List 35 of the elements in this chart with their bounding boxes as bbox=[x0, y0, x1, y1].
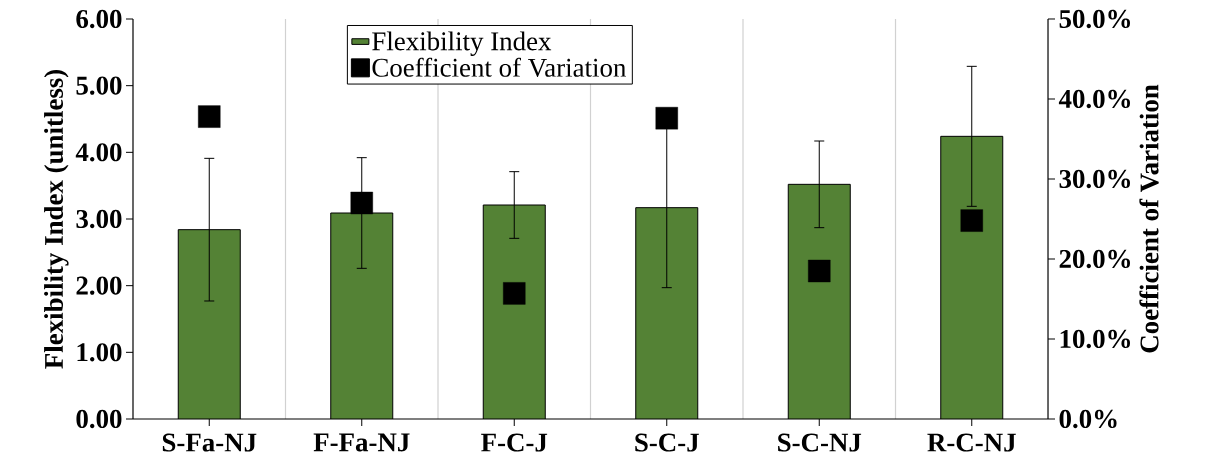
x-tick-label: R-C-NJ bbox=[927, 433, 1016, 452]
y-axis-title: Flexibility Index (unitless) bbox=[44, 69, 69, 369]
y-tick-label: 6.00 bbox=[76, 9, 122, 29]
y-tick-label: 1.00 bbox=[77, 343, 122, 362]
point bbox=[198, 105, 221, 128]
y2-tick-label: 50.0% bbox=[1059, 9, 1130, 29]
x-tick-label: S-Fa-NJ bbox=[162, 433, 257, 452]
point bbox=[808, 259, 831, 283]
y2-tick-label: 30.0% bbox=[1059, 169, 1130, 189]
point bbox=[503, 282, 526, 305]
y-tick-label: 3.00 bbox=[76, 209, 122, 229]
legend-label: Flexibility Index bbox=[372, 31, 552, 56]
y2-tick-label: 10.0% bbox=[1060, 329, 1130, 349]
y-tick-label: 2.00 bbox=[76, 276, 122, 295]
bar bbox=[330, 213, 393, 419]
bar bbox=[483, 205, 546, 419]
bar bbox=[788, 184, 851, 419]
y2-tick-label: 20.0% bbox=[1059, 249, 1130, 269]
x-tick-label: F-Fa-NJ bbox=[313, 433, 410, 452]
point bbox=[655, 107, 678, 130]
bar bbox=[635, 207, 698, 419]
bar bbox=[940, 135, 1004, 419]
x-tick-label: S-C-J bbox=[635, 433, 699, 452]
point bbox=[960, 209, 983, 232]
y2-tick-label: 40.0% bbox=[1058, 89, 1130, 109]
legend-label: Coefficient of Variation bbox=[372, 57, 626, 77]
y-tick-label: 0.00 bbox=[76, 409, 122, 429]
y2-axis-title: Coefficient of Variation bbox=[1139, 84, 1159, 353]
x-tick-label: F-C-J bbox=[481, 433, 548, 452]
y2-tick-label: 0.0% bbox=[1059, 409, 1117, 429]
x-tick-label: S-C-NJ bbox=[778, 433, 862, 452]
y-tick-label: 5.00 bbox=[76, 76, 122, 95]
y-tick-label: 4.00 bbox=[75, 143, 122, 162]
bar bbox=[178, 229, 241, 419]
point bbox=[350, 191, 373, 215]
